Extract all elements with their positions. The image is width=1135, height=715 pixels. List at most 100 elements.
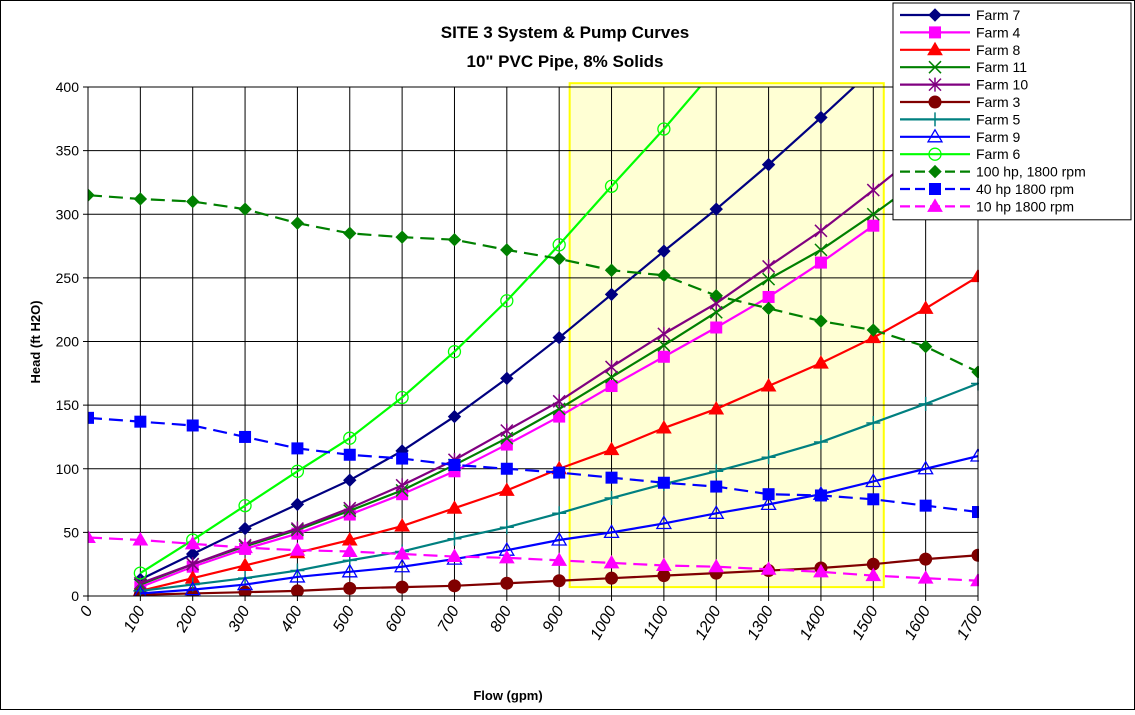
legend-marker — [928, 8, 942, 22]
legend-marker — [929, 183, 941, 195]
data-point — [709, 202, 723, 216]
data-point — [447, 579, 461, 593]
chart-subtitle: 10" PVC Pipe, 8% Solids — [466, 52, 663, 71]
series-layer — [88, 87, 979, 596]
data-point — [500, 423, 514, 438]
data-point — [238, 202, 252, 216]
data-point — [919, 552, 933, 566]
legend-item: Farm 8 — [900, 42, 1021, 58]
legend-marker — [928, 77, 942, 92]
data-point — [656, 557, 672, 571]
data-point — [762, 488, 775, 501]
series-farm-8 — [132, 268, 979, 596]
data-point — [341, 563, 358, 578]
data-point — [553, 410, 566, 423]
data-point — [184, 535, 201, 550]
legend-label: Farm 7 — [976, 7, 1021, 23]
series-10-hp-1800-rpm — [88, 529, 979, 587]
data-point — [396, 452, 409, 465]
data-point — [605, 471, 618, 484]
data-point — [552, 238, 566, 252]
data-point — [603, 554, 620, 569]
legend-label: Farm 5 — [976, 111, 1021, 127]
data-point — [552, 252, 566, 266]
y-axis-label: Head (ft H2O) — [28, 300, 43, 383]
data-point — [814, 243, 828, 257]
data-point — [446, 500, 463, 514]
data-point — [552, 330, 566, 345]
series-40-hp-1800-rpm — [88, 411, 979, 519]
data-point — [604, 263, 619, 277]
data-point — [343, 448, 356, 461]
legend-label: Farm 4 — [976, 24, 1021, 40]
data-point — [393, 558, 411, 573]
data-point — [289, 568, 306, 583]
data-point — [290, 584, 304, 596]
chart-title: SITE 3 System & Pump Curves — [441, 23, 689, 42]
data-point — [446, 548, 463, 563]
y-tick-label: 400 — [56, 79, 80, 95]
data-point — [500, 462, 513, 475]
data-point — [552, 574, 566, 588]
data-point — [708, 504, 725, 519]
y-tick-label: 350 — [56, 143, 80, 159]
series-line — [139, 147, 927, 585]
legend-marker — [928, 112, 942, 127]
data-point — [186, 557, 200, 572]
data-point — [236, 576, 254, 591]
data-point — [447, 409, 462, 424]
data-point — [88, 411, 94, 424]
y-tick-label: 0 — [71, 588, 79, 604]
data-point — [761, 450, 776, 465]
legend-label: Farm 11 — [976, 59, 1027, 75]
legend-marker — [928, 60, 942, 74]
data-point — [604, 287, 619, 302]
data-point — [500, 576, 514, 590]
data-point — [657, 326, 671, 341]
data-point — [657, 268, 671, 283]
legend-item: Farm 7 — [900, 7, 1021, 23]
legend-item: Farm 4 — [900, 24, 1021, 40]
data-point — [814, 256, 827, 269]
data-point — [395, 478, 409, 493]
data-point — [395, 390, 409, 405]
data-point — [88, 188, 95, 202]
data-point — [604, 491, 619, 506]
data-point — [500, 294, 514, 308]
data-point — [813, 355, 829, 369]
data-point — [394, 546, 410, 560]
data-point — [605, 571, 619, 585]
legend-item: Farm 3 — [900, 94, 1021, 110]
y-tick-label: 250 — [56, 270, 80, 286]
data-point — [761, 301, 776, 316]
data-point — [867, 493, 880, 506]
legend-item: 10 hp 1800 rpm — [900, 198, 1074, 214]
data-point — [917, 300, 934, 314]
data-point — [710, 321, 723, 334]
data-point — [708, 558, 725, 573]
data-point — [918, 396, 933, 411]
data-point — [133, 192, 148, 206]
data-point — [657, 122, 671, 136]
y-tick-label: 150 — [56, 397, 80, 413]
data-point — [133, 566, 148, 580]
data-point — [709, 464, 724, 479]
data-point — [343, 501, 357, 516]
data-point — [290, 497, 305, 512]
series-line — [88, 416, 979, 514]
legend-label: Farm 10 — [976, 77, 1028, 93]
data-point — [710, 480, 723, 493]
data-point — [185, 194, 200, 209]
legend-item: Farm 10 — [900, 77, 1028, 93]
legend-marker — [929, 26, 941, 39]
data-point — [343, 581, 357, 595]
data-point — [918, 339, 933, 354]
data-point — [760, 561, 777, 575]
data-point — [814, 110, 828, 125]
legend-item: Farm 11 — [900, 59, 1027, 75]
data-point — [289, 542, 306, 556]
data-point — [395, 580, 409, 594]
